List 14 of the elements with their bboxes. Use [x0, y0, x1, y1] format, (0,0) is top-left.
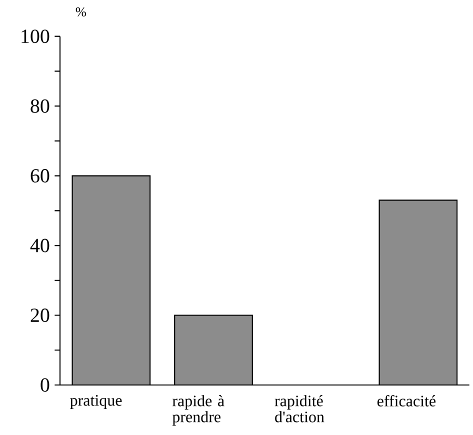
y-tick-label: 0 — [40, 378, 50, 392]
x-tick-label: efficacité — [377, 395, 436, 406]
bar — [378, 200, 458, 385]
y-tick-label: 100 — [22, 30, 50, 44]
x-tick-label: rapidité d'action — [274, 395, 324, 422]
x-tick-label: pratique — [70, 395, 122, 410]
bar — [174, 315, 252, 385]
y-tick-label: 20 — [30, 308, 50, 322]
bar — [72, 176, 150, 385]
y-axis-title: % — [76, 7, 86, 16]
x-tick-label: rapide à prendre — [172, 395, 224, 426]
y-tick-label: 60 — [30, 169, 50, 183]
y-tick-label: 40 — [30, 238, 50, 252]
y-tick-label: 80 — [30, 99, 50, 113]
